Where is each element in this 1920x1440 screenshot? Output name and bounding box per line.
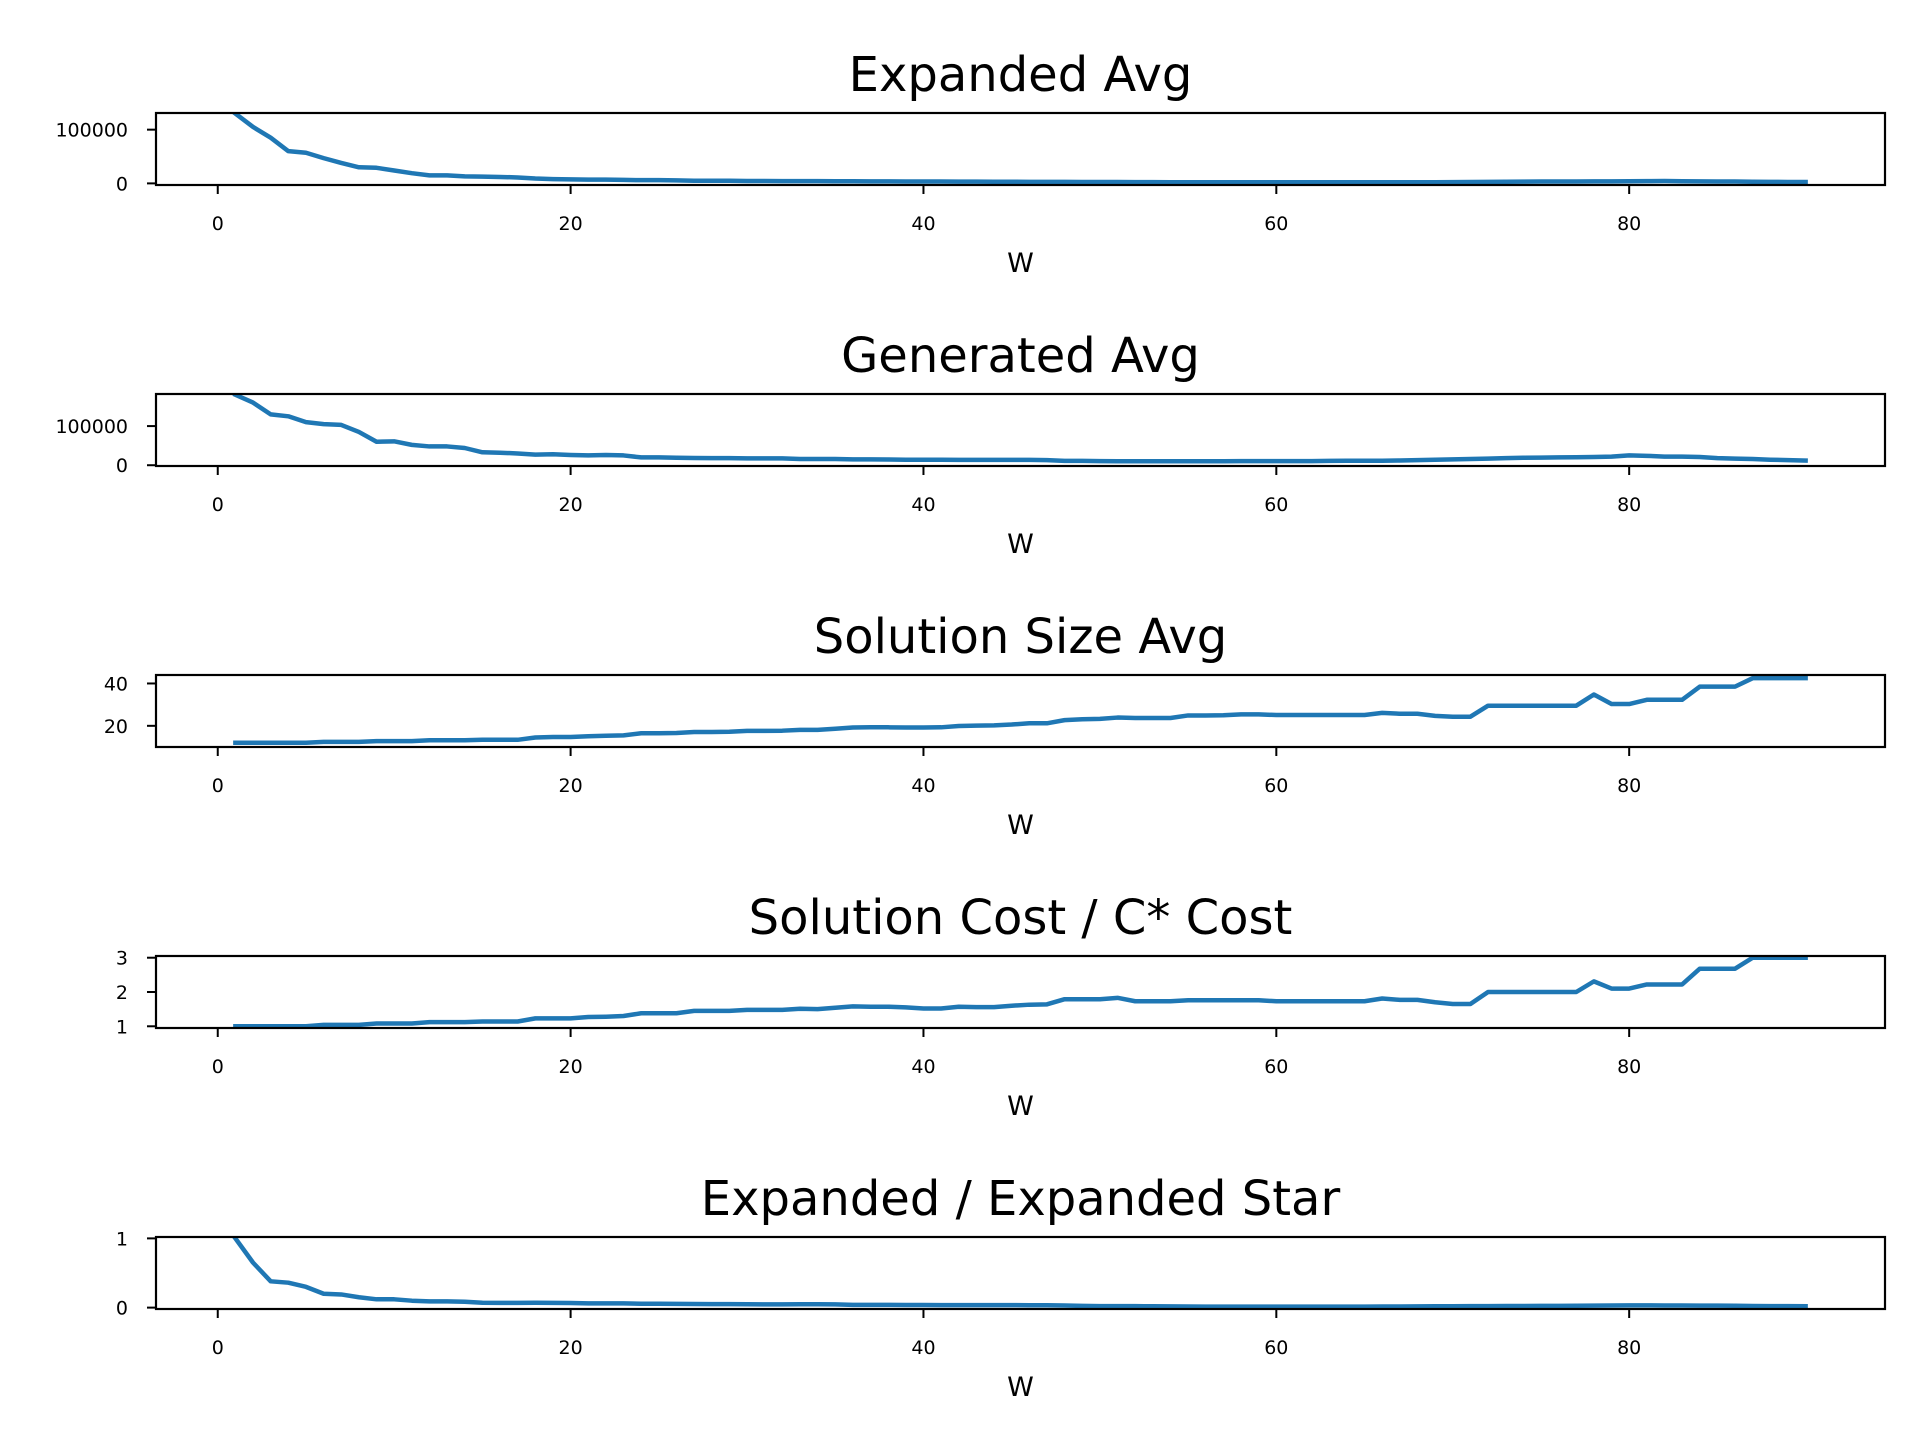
x-tick-label: 40 [911,1056,935,1078]
x-tick-label: 40 [911,213,935,235]
x-tick-label: 60 [1264,1337,1288,1359]
y-tick-label: 0 [116,1298,128,1320]
x-tick-label: 20 [559,1337,583,1359]
chart-panel-4: Solution Cost / C* Cost 0 20 40 60 80 1 2 3 W [116,890,1887,1122]
y-tick-label: 40 [104,673,128,695]
chart-title: Expanded / Expanded Star [701,1171,1341,1227]
y-tick-label: 3 [116,948,128,970]
x-tick-label: 80 [1617,494,1641,516]
x-tick-label: 20 [559,1056,583,1078]
chart-title: Solution Size Avg [814,609,1227,665]
y-tick-label: 100000 [55,120,128,142]
x-tick-label: 80 [1617,1337,1641,1359]
y-tick-label: 1 [116,1228,128,1250]
x-axis-label: W [1007,248,1034,279]
x-tick-label: 80 [1617,1056,1641,1078]
y-tick-label: 0 [116,173,128,195]
x-tick-label: 0 [212,213,224,235]
x-tick-label: 60 [1264,213,1288,235]
x-tick-label: 40 [911,775,935,797]
chart-panel-2: Generated Avg 0 20 40 60 80 0 100000 W [55,328,1887,560]
chart-title: Generated Avg [841,328,1200,384]
x-axis-label: W [1007,810,1034,841]
series-line [232,113,1808,185]
axes-frame [154,1235,1887,1311]
chart-panel-1: Expanded Avg 0 20 40 60 80 0 100000 W [55,47,1887,279]
x-tick-label: 80 [1617,213,1641,235]
chart-panel-5: Expanded / Expanded Star 0 20 40 60 80 0 1 W [116,1171,1887,1403]
x-tick-label: 20 [559,213,583,235]
y-tick-label: 1 [116,1016,128,1038]
axes-frame [154,392,1887,468]
x-tick-label: 60 [1264,775,1288,797]
series-line [233,956,1808,1028]
series-line [233,675,1808,746]
x-tick-label: 20 [559,494,583,516]
series-line [232,1237,1808,1309]
x-tick-label: 60 [1264,1056,1288,1078]
x-tick-label: 40 [911,1337,935,1359]
x-tick-label: 0 [212,494,224,516]
x-axis-label: W [1007,1091,1034,1122]
x-tick-label: 40 [911,494,935,516]
axes-frame [154,954,1887,1030]
x-axis-label: W [1007,529,1034,560]
series-line [232,394,1808,464]
y-tick-label: 20 [104,716,128,738]
x-tick-label: 0 [212,1337,224,1359]
chart-panel-3: Solution Size Avg 0 20 40 60 80 20 40 W [104,609,1887,841]
axes-frame [154,673,1887,749]
x-axis-label: W [1007,1372,1034,1403]
x-tick-label: 60 [1264,494,1288,516]
chart-title: Solution Cost / C* Cost [749,890,1293,946]
y-tick-label: 100000 [55,416,128,438]
x-tick-label: 80 [1617,775,1641,797]
y-tick-label: 2 [116,982,128,1004]
x-tick-label: 0 [212,1056,224,1078]
x-tick-label: 0 [212,775,224,797]
chart-title: Expanded Avg [849,47,1193,103]
axes-frame [154,111,1887,187]
x-tick-label: 20 [559,775,583,797]
y-tick-label: 0 [116,455,128,477]
